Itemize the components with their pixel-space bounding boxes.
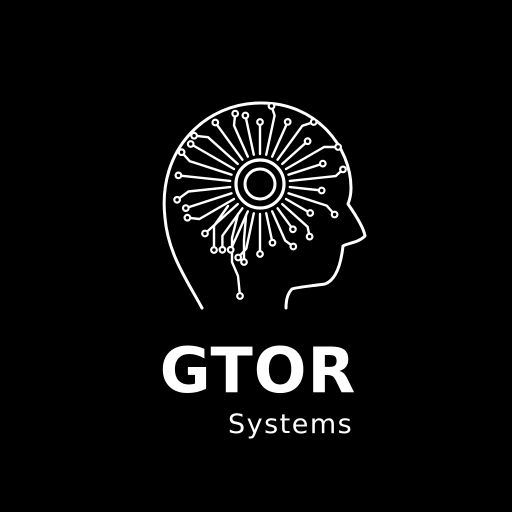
circuit-trace [175,185,232,201]
circuit-node [317,186,326,195]
core-node-inner [243,167,277,201]
circuit-node [231,109,240,118]
circuit-trace [221,207,244,251]
circuit-node [174,171,183,180]
circuit-trace [192,134,239,166]
brand-name: GTOR [159,334,357,407]
circuit-trace [276,207,295,231]
circuit-trace [237,212,255,259]
circuit-node [256,250,264,258]
circuit-node [236,292,244,300]
circuit-trace [184,192,233,210]
circuit-node [226,245,235,254]
circuit-trace [287,162,324,176]
circuit-trace [180,151,233,176]
circuit-trace [288,185,323,192]
circuit-trace [271,120,289,158]
circuit-trace [265,104,276,156]
core-node-outer [234,158,286,210]
circuit-node [283,117,292,126]
circuit-trace [189,142,236,171]
circuit-node [173,195,182,204]
circuit-node [339,165,347,174]
circuit-trace [177,174,232,183]
circuit-node [183,213,192,222]
circuit-trace [212,204,230,252]
circuit-node [177,148,186,157]
circuit-node [256,118,264,126]
circuit-trace [203,202,239,235]
circuit-node [303,137,312,146]
circuit-node [289,242,298,251]
circuit-node [190,131,199,140]
circuit-trace [265,212,274,244]
circuit-nodes [173,102,347,300]
circuit-traces [175,104,345,298]
circuit-trace [242,214,248,264]
circuit-trace [244,114,255,156]
circuit-trace [284,197,312,215]
circuit-node [306,209,315,217]
circuit-node [234,253,243,262]
circuit-node [330,210,339,219]
circuit-trace [230,212,242,298]
circuit-node [201,229,209,238]
circuit-trace [232,112,249,158]
circuit-node [305,232,314,241]
circuit-trace [284,145,340,171]
circuit-node [309,118,318,126]
circuit-trace [276,120,315,161]
head-outline [162,101,367,310]
circuit-node [218,245,227,254]
circuit-node [186,140,195,148]
circuit-node [181,204,190,213]
circuit-node [268,238,277,247]
circuit-node [241,111,250,120]
circuit-node [210,246,218,254]
circuit-node [267,102,276,110]
circuit-trace [186,197,236,221]
circuit-trace [214,121,244,161]
circuit-trace [287,192,336,216]
circuit-trace [281,140,309,166]
circuit-node [318,159,327,168]
circuit-node [334,143,343,151]
circuit-node [211,118,220,127]
circuit-node [289,225,297,234]
brand-tagline: Systems [228,409,354,440]
circuit-node [240,258,248,266]
